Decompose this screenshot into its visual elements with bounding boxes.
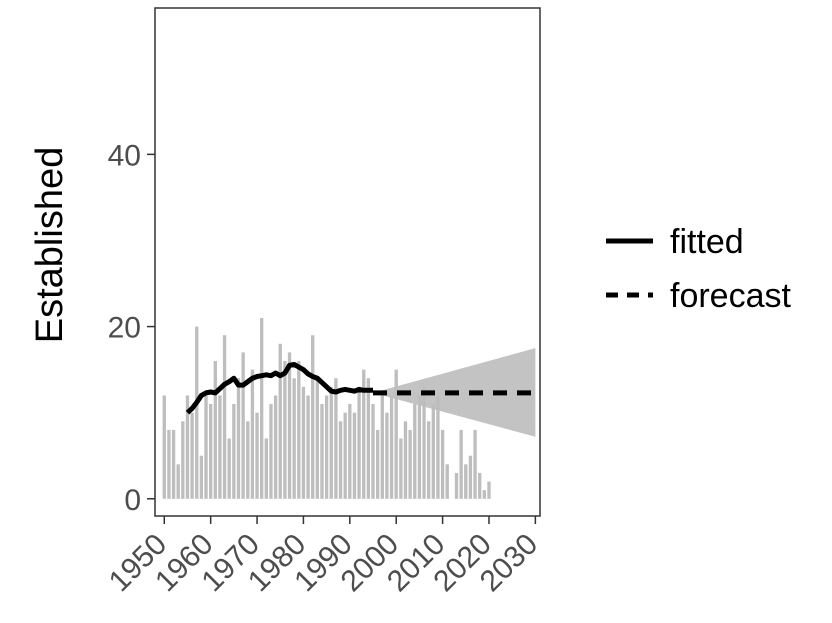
legend: fitted forecast bbox=[606, 223, 791, 315]
bar bbox=[176, 464, 180, 499]
bar bbox=[362, 369, 366, 499]
bar bbox=[422, 386, 426, 499]
bar bbox=[473, 429, 477, 499]
bar bbox=[297, 361, 301, 499]
bar bbox=[464, 464, 468, 499]
bar bbox=[389, 395, 394, 499]
legend-label-fitted: fitted bbox=[670, 223, 744, 261]
bar bbox=[445, 464, 449, 499]
bar bbox=[320, 404, 324, 499]
bar bbox=[357, 386, 361, 499]
y-axis: 0 20 40 bbox=[108, 139, 155, 517]
bar bbox=[338, 421, 343, 499]
bar bbox=[454, 472, 459, 499]
bar bbox=[171, 429, 176, 499]
bars-layer bbox=[162, 317, 491, 499]
bar bbox=[468, 455, 473, 499]
bar bbox=[329, 386, 333, 499]
bar bbox=[306, 395, 310, 499]
y-tick-label: 0 bbox=[124, 484, 141, 517]
bar bbox=[431, 404, 435, 499]
bar bbox=[269, 404, 273, 499]
bar bbox=[204, 395, 208, 499]
bar bbox=[273, 395, 278, 499]
bar bbox=[181, 421, 185, 499]
bar bbox=[167, 429, 171, 499]
panel-border bbox=[154, 7, 541, 517]
bar bbox=[380, 395, 384, 499]
bar bbox=[394, 369, 398, 499]
bar bbox=[440, 429, 445, 499]
bar bbox=[222, 335, 227, 499]
bar bbox=[246, 421, 250, 499]
bar bbox=[478, 472, 482, 499]
bar bbox=[385, 412, 389, 499]
bar bbox=[292, 378, 296, 499]
bar bbox=[334, 378, 338, 499]
bar bbox=[218, 395, 222, 499]
bar bbox=[301, 386, 306, 499]
bar bbox=[190, 412, 194, 499]
bar bbox=[343, 412, 347, 499]
bar bbox=[185, 395, 190, 499]
bar bbox=[352, 412, 357, 499]
bar bbox=[232, 404, 236, 499]
bar bbox=[264, 438, 268, 499]
bar bbox=[427, 421, 431, 499]
bar bbox=[413, 404, 417, 499]
bar bbox=[482, 490, 487, 499]
lines-layer bbox=[185, 361, 536, 415]
bar bbox=[283, 361, 287, 499]
bar bbox=[436, 395, 440, 499]
bar bbox=[375, 429, 380, 499]
bar bbox=[366, 378, 371, 499]
bar bbox=[408, 429, 412, 499]
bar bbox=[255, 412, 259, 499]
bar bbox=[311, 335, 315, 499]
bar bbox=[417, 395, 422, 499]
bar bbox=[315, 378, 320, 499]
series-line-fitted bbox=[185, 361, 374, 415]
y-axis-title: Established bbox=[29, 147, 71, 343]
legend-label-forecast: forecast bbox=[670, 277, 791, 315]
bar bbox=[459, 429, 463, 499]
bar bbox=[213, 361, 217, 499]
y-tick-label: 40 bbox=[108, 139, 141, 172]
bar bbox=[324, 395, 329, 499]
bar bbox=[260, 317, 264, 499]
bar bbox=[399, 438, 403, 499]
bar bbox=[208, 404, 213, 499]
bar bbox=[236, 378, 241, 499]
bar bbox=[227, 438, 231, 499]
y-tick-label: 20 bbox=[108, 312, 141, 345]
bar bbox=[371, 404, 375, 499]
bar bbox=[287, 352, 292, 499]
bar bbox=[241, 352, 245, 499]
bar bbox=[348, 404, 352, 499]
bar bbox=[403, 421, 408, 499]
bar bbox=[195, 326, 199, 499]
bar bbox=[199, 455, 204, 499]
bar bbox=[487, 481, 491, 499]
bar bbox=[278, 343, 282, 499]
bar bbox=[162, 395, 166, 499]
bar bbox=[250, 369, 255, 499]
